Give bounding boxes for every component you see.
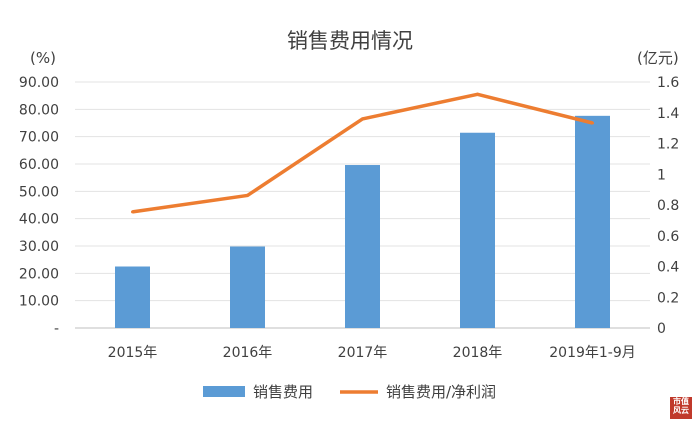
left-tick-label: 20.00: [19, 266, 59, 282]
x-tick-label: 2017年: [338, 345, 388, 361]
x-tick-label: 2018年: [453, 345, 503, 361]
right-tick-label: 1.6: [657, 75, 679, 91]
left-tick-label: 40.00: [19, 212, 59, 228]
right-tick-label: 0.4: [657, 260, 679, 276]
left-tick-label: 70.00: [19, 130, 59, 146]
legend-bar-label: 销售费用: [253, 383, 313, 401]
left-axis-unit: (%): [30, 49, 56, 67]
left-tick-label: 10.00: [19, 294, 59, 310]
bar: [460, 132, 495, 328]
line-point: [476, 92, 479, 96]
bar: [230, 246, 265, 328]
right-tick-label: 0: [657, 321, 666, 337]
right-axis-ticks: 0 0.2 0.4 0.6 0.8 1 1.2 1.4 1.6: [657, 75, 679, 337]
brand-logo: 市值 风云: [670, 397, 692, 419]
x-tick-label: 2015年: [108, 345, 158, 361]
right-tick-label: 0.2: [657, 290, 679, 306]
line-series: [131, 92, 594, 214]
x-tick-label: 2019年1-9月: [549, 345, 636, 361]
right-tick-label: 1: [657, 167, 666, 183]
left-axis-ticks: - 10.00 20.00 30.00 40.00 50.00 60.00 70.00 80.0…: [19, 75, 59, 337]
right-axis-unit: (亿元): [637, 49, 679, 67]
right-tick-label: 1.2: [657, 137, 679, 153]
left-tick-label: 80.00: [19, 102, 59, 118]
line-point: [246, 193, 249, 197]
line-point: [361, 117, 364, 121]
legend: 销售费用 销售费用/净利润: [203, 383, 496, 401]
brand-line-2: 风云: [673, 406, 689, 415]
left-tick-label: 30.00: [19, 239, 59, 255]
right-tick-label: 0.6: [657, 229, 679, 245]
line-point: [591, 121, 594, 125]
bar-series: [115, 115, 610, 328]
left-tick-label: -: [54, 321, 59, 337]
legend-line-label: 销售费用/净利润: [386, 383, 496, 401]
bar: [115, 266, 150, 328]
chart-title: 销售费用情况: [287, 29, 413, 53]
left-tick-label: 50.00: [19, 184, 59, 200]
left-tick-label: 90.00: [19, 75, 59, 91]
bar: [575, 115, 610, 328]
line-point: [131, 210, 134, 214]
bar: [345, 165, 380, 328]
x-axis-ticks: 2015年 2016年 2017年 2018年 2019年1-9月: [108, 345, 636, 361]
brand-line-1: 市值: [673, 397, 689, 406]
right-tick-label: 0.8: [657, 198, 679, 214]
left-tick-label: 60.00: [19, 157, 59, 173]
right-tick-label: 1.4: [657, 106, 679, 122]
x-tick-label: 2016年: [223, 345, 273, 361]
legend-bar-swatch: [203, 386, 245, 397]
